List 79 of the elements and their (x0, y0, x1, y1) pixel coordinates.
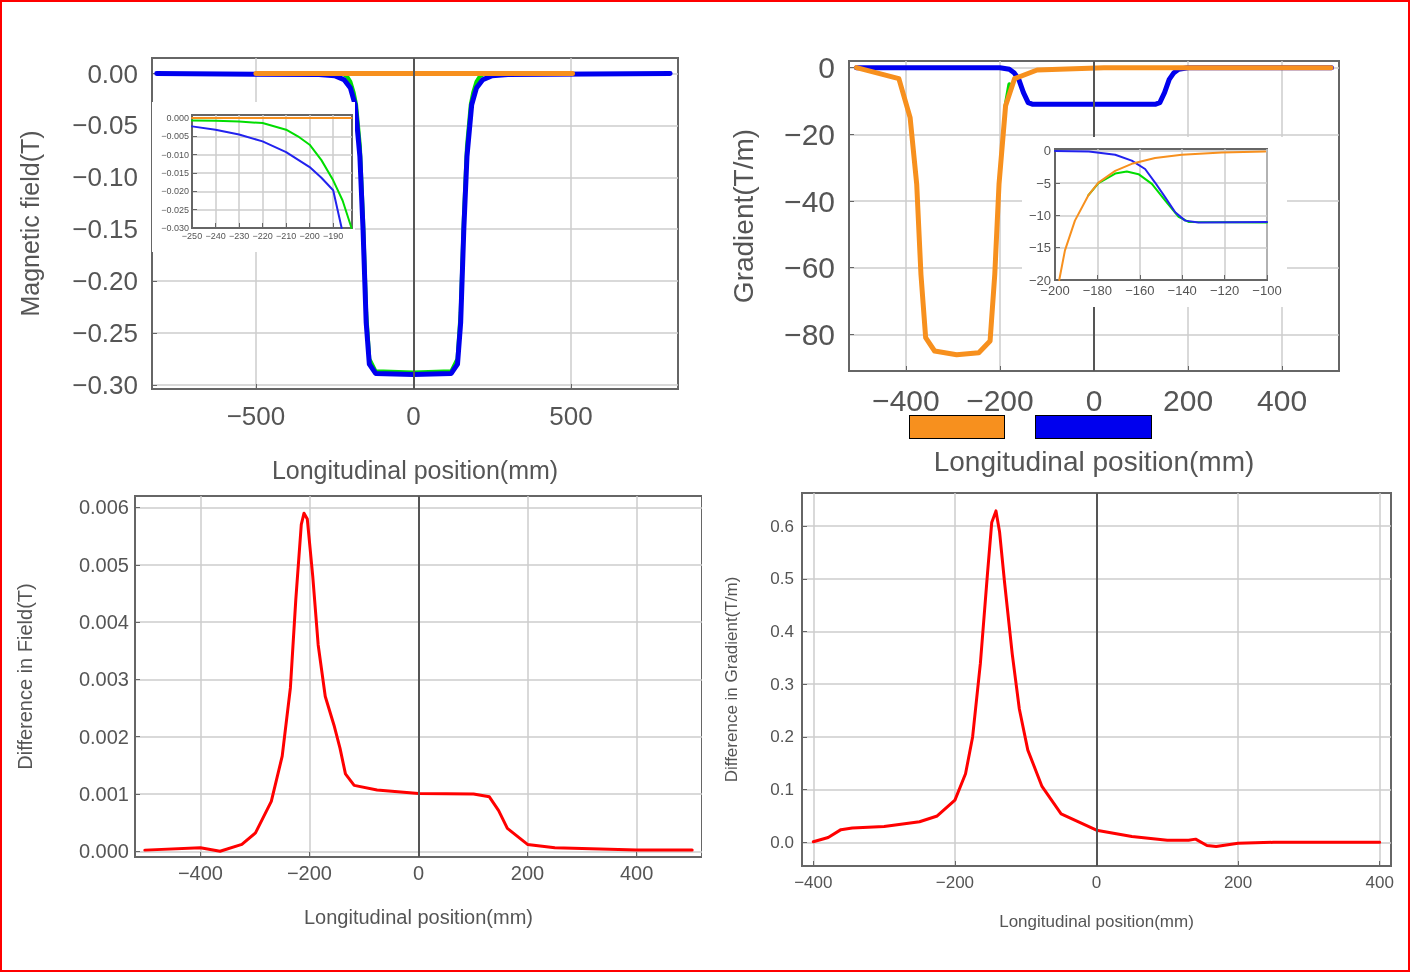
y-tick-label: −0.20 (72, 266, 138, 297)
x-tick-label: 0 (406, 401, 421, 431)
x-axis-title: Longitudinal position(mm) (933, 445, 1255, 477)
y-tick-label: 0.0 (770, 832, 794, 852)
y-tick-label: −15 (1028, 240, 1051, 256)
y-tick-label: −0.05 (72, 110, 138, 141)
y-tick-label: −40 (784, 184, 835, 218)
y-tick-label: −20 (784, 117, 835, 151)
y-tick-label: −0.10 (72, 162, 138, 193)
y-tick-label: 0.000 (166, 112, 189, 123)
x-tick-label: −200 (935, 873, 975, 892)
x-tick-label: −100 (1252, 283, 1282, 298)
y-tick-label: −0.15 (72, 214, 138, 245)
y-tick-label: 0.2 (770, 727, 794, 747)
y-tick-label: 0 (1043, 143, 1051, 159)
y-tick-label: −0.010 (161, 149, 189, 160)
x-tick-label: −250 (181, 230, 203, 241)
y-tick-label: 0.6 (770, 516, 794, 536)
line-series (143, 511, 694, 853)
x-tick-label: 200 (1223, 873, 1253, 892)
x-tick-label: −140 (1167, 283, 1197, 298)
x-tick-label: −160 (1125, 283, 1155, 298)
y-tick-label: 0.1 (770, 780, 794, 800)
line-series (811, 509, 1382, 849)
x-tick-label: −400 (794, 873, 833, 892)
x-tick-label: −200 (286, 862, 332, 884)
y-tick-label: 0.003 (78, 668, 129, 691)
y-tick-label: 0.006 (78, 496, 129, 519)
y-tick-label: −0.025 (161, 204, 189, 215)
x-tick-label: 400 (1257, 383, 1308, 417)
y-axis-title: Difference in Field(T) (14, 583, 36, 770)
y-tick-label: −5 (1036, 175, 1051, 191)
y-tick-label: −0.030 (161, 223, 189, 233)
x-tick-label: −190 (323, 230, 344, 241)
y-tick-label: −0.30 (72, 369, 138, 400)
y-tick-label: 0.3 (770, 674, 794, 694)
x-tick-label: −230 (228, 230, 250, 241)
x-tick-label: 500 (549, 401, 593, 431)
x-tick-label: −220 (252, 230, 273, 241)
y-axis-title: Difference in Gradient(T/m) (722, 576, 741, 783)
y-tick-label: 0.002 (78, 725, 129, 748)
y-tick-label: 0.000 (78, 840, 129, 863)
y-tick-label: 0.5 (770, 569, 794, 589)
y-tick-label: 0.001 (78, 782, 129, 805)
x-tick-label: 200 (1163, 383, 1214, 417)
x-tick-label: −400 (177, 862, 223, 884)
y-axis-title: Gradient(T/m) (727, 128, 759, 304)
x-tick-label: 200 (510, 862, 545, 884)
x-tick-label: −400 (872, 383, 940, 417)
y-tick-label: 0.00 (87, 58, 138, 89)
y-tick-label: 0.004 (78, 611, 129, 634)
x-tick-label: 0 (412, 862, 425, 884)
x-tick-label: −200 (1040, 283, 1070, 298)
x-tick-label: −240 (205, 230, 226, 241)
x-tick-label: −200 (299, 230, 320, 241)
x-tick-label: 0 (1091, 873, 1102, 892)
x-axis-title: Longitudinal position(mm) (303, 906, 534, 928)
y-tick-label: 0.005 (78, 553, 129, 576)
x-axis-title: Longitudinal position(mm) (271, 455, 559, 484)
y-tick-label: −0.015 (161, 167, 189, 178)
y-tick-label: −0.020 (161, 186, 189, 197)
line-series (1058, 150, 1267, 281)
x-tick-label: −210 (275, 230, 297, 241)
y-tick-label: −0.25 (72, 317, 138, 348)
y-tick-label: 0.4 (770, 622, 794, 642)
y-tick-label: −0.005 (161, 131, 189, 142)
y-tick-label: −80 (784, 317, 835, 351)
y-tick-label: −10 (1028, 207, 1051, 223)
x-tick-label: 0 (1085, 383, 1103, 417)
x-tick-label: −500 (226, 401, 286, 431)
x-tick-label: −180 (1082, 283, 1113, 298)
y-tick-label: 0 (818, 51, 835, 85)
x-axis-title: Longitudinal position(mm) (999, 912, 1194, 931)
y-tick-label: −60 (784, 251, 835, 285)
x-tick-label: 400 (1365, 873, 1394, 892)
x-tick-label: 400 (619, 862, 654, 884)
x-tick-label: −120 (1209, 283, 1240, 298)
x-tick-label: −200 (966, 383, 1034, 417)
y-axis-title: Magnetic field(T) (15, 130, 44, 317)
